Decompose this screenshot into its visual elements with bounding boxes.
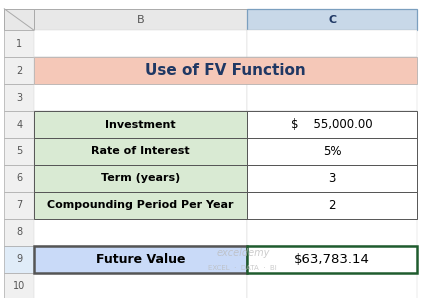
FancyBboxPatch shape (34, 84, 247, 111)
FancyBboxPatch shape (34, 165, 247, 192)
Text: Use of FV Function: Use of FV Function (145, 63, 306, 78)
Text: 2: 2 (328, 199, 336, 212)
FancyBboxPatch shape (34, 192, 247, 219)
Text: Investment: Investment (105, 119, 176, 130)
FancyBboxPatch shape (247, 9, 417, 30)
FancyBboxPatch shape (34, 138, 247, 165)
FancyBboxPatch shape (247, 138, 417, 165)
FancyBboxPatch shape (247, 192, 417, 219)
FancyBboxPatch shape (247, 111, 417, 138)
FancyBboxPatch shape (247, 138, 417, 165)
FancyBboxPatch shape (34, 219, 247, 246)
FancyBboxPatch shape (4, 9, 34, 30)
Text: 1: 1 (16, 39, 22, 49)
FancyBboxPatch shape (34, 192, 247, 219)
Text: 5: 5 (16, 146, 22, 156)
Text: Term (years): Term (years) (101, 173, 180, 183)
Text: $63,783.14: $63,783.14 (294, 253, 370, 266)
FancyBboxPatch shape (4, 273, 34, 298)
Text: Rate of Interest: Rate of Interest (91, 146, 190, 156)
FancyBboxPatch shape (247, 57, 417, 84)
Text: 4: 4 (16, 119, 22, 130)
FancyBboxPatch shape (4, 111, 34, 138)
FancyBboxPatch shape (4, 30, 34, 57)
Text: 8: 8 (16, 227, 22, 237)
FancyBboxPatch shape (34, 57, 247, 84)
Text: 6: 6 (16, 173, 22, 183)
Text: 2: 2 (16, 66, 22, 76)
FancyBboxPatch shape (34, 273, 247, 298)
Text: Future Value: Future Value (96, 253, 185, 266)
FancyBboxPatch shape (34, 165, 247, 192)
FancyBboxPatch shape (4, 192, 34, 219)
FancyBboxPatch shape (247, 30, 417, 57)
FancyBboxPatch shape (34, 57, 417, 84)
Text: 7: 7 (16, 200, 22, 210)
FancyBboxPatch shape (34, 30, 247, 57)
FancyBboxPatch shape (34, 246, 247, 273)
FancyBboxPatch shape (34, 246, 247, 273)
FancyBboxPatch shape (247, 219, 417, 246)
FancyBboxPatch shape (247, 246, 417, 273)
FancyBboxPatch shape (247, 246, 417, 273)
Text: 3: 3 (328, 172, 336, 185)
Text: B: B (137, 15, 144, 24)
Text: Compounding Period Per Year: Compounding Period Per Year (47, 200, 234, 210)
Text: 10: 10 (13, 281, 25, 291)
FancyBboxPatch shape (247, 273, 417, 298)
Text: EXCEL  ·  DATA  ·  BI: EXCEL · DATA · BI (208, 265, 277, 271)
Text: 5%: 5% (323, 145, 342, 158)
FancyBboxPatch shape (34, 9, 247, 30)
FancyBboxPatch shape (4, 138, 34, 165)
FancyBboxPatch shape (4, 84, 34, 111)
FancyBboxPatch shape (247, 192, 417, 219)
Text: $    55,000.00: $ 55,000.00 (291, 118, 373, 131)
FancyBboxPatch shape (4, 57, 34, 84)
Text: C: C (328, 15, 337, 24)
FancyBboxPatch shape (247, 165, 417, 192)
FancyBboxPatch shape (34, 111, 247, 138)
FancyBboxPatch shape (34, 138, 247, 165)
FancyBboxPatch shape (4, 165, 34, 192)
FancyBboxPatch shape (247, 111, 417, 138)
Text: 9: 9 (16, 254, 22, 264)
FancyBboxPatch shape (4, 219, 34, 246)
FancyBboxPatch shape (247, 165, 417, 192)
Text: exceldemy: exceldemy (216, 248, 270, 258)
FancyBboxPatch shape (247, 84, 417, 111)
Text: 3: 3 (16, 93, 22, 103)
FancyBboxPatch shape (4, 246, 34, 273)
FancyBboxPatch shape (34, 111, 247, 138)
